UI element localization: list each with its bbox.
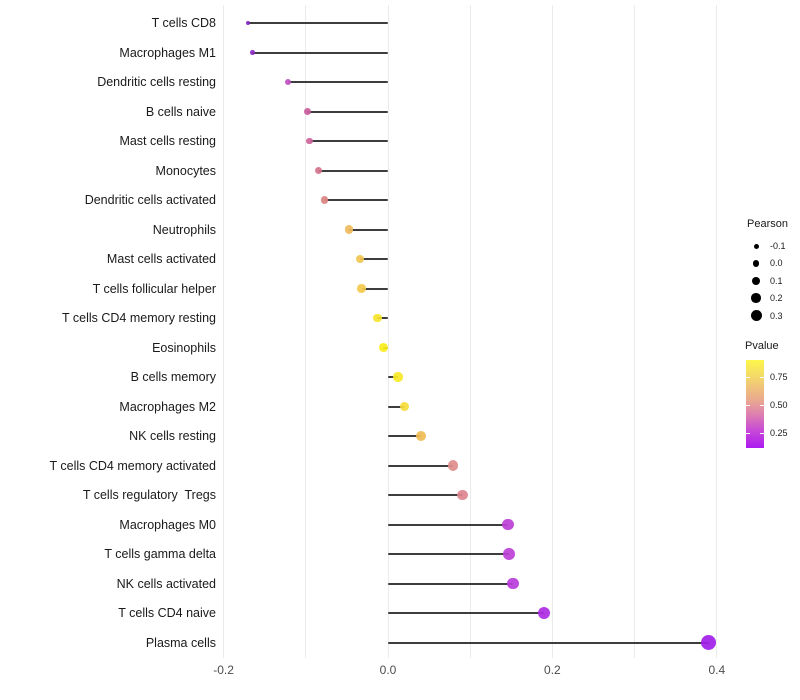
legend-pearson-dot [750,310,762,322]
lollipop-stem [361,287,388,290]
lollipop-stem [377,317,388,319]
y-axis-label: T cells CD4 memory activated [49,458,217,473]
legend-pvalue-label: 0.50 [770,399,788,410]
legend-pvalue-title: Pvalue [745,340,779,352]
y-axis-label: T cells CD4 naive [118,606,216,620]
data-point [284,78,291,86]
lollipop-stem [287,81,388,83]
lollipop-stem [388,494,463,496]
lollipop-stem [388,641,709,644]
data-point [507,577,519,590]
lollipop-stem [248,22,388,24]
data-point [357,284,366,293]
lollipop-stem [388,553,509,555]
lollipop-stem [388,435,421,437]
lollipop-stem [307,110,388,113]
data-point [538,606,551,620]
data-point [321,196,329,204]
legend-pearson-label: 0.2 [770,293,783,304]
y-axis-label: Neutrophils [152,222,216,237]
y-axis-label: NK cells resting [129,429,216,443]
legend-pearson-dot [753,243,759,249]
pvalue-colorbar-tick [760,376,764,378]
y-axis-label: B cells memory [130,370,216,384]
data-point [415,431,426,441]
gridline-x-0.1 [469,5,471,658]
legend-pearson-label: 0.3 [770,310,783,321]
lollipop-stem [360,258,388,260]
y-axis-label: T cells gamma delta [104,547,216,561]
gridline-x--0.1 [305,5,307,658]
data-point [306,137,314,145]
y-axis-label: Mast cells activated [106,252,216,266]
y-axis-label: Mast cells resting [119,134,216,148]
data-point [246,20,251,26]
lollipop-stem [388,612,545,614]
x-axis-tick-label: 0.0 [379,663,397,677]
pvalue-colorbar-tick [746,376,750,378]
pvalue-colorbar-tick [760,433,764,435]
gridline-x-0.2 [551,5,553,658]
y-axis-label: T cells CD4 memory resting [62,311,216,325]
pvalue-colorbar-tick [746,433,750,435]
data-point [355,254,365,264]
gridline-x-0.3 [634,5,636,658]
gridline-x--0.2 [223,5,225,658]
data-point [304,108,311,115]
legend-pearson-dot [752,260,760,267]
data-point [344,225,353,234]
pvalue-colorbar-tick [760,404,764,406]
x-axis-tick-label: 0.4 [708,663,726,677]
y-axis-label: T cells regulatory Tregs [82,488,216,502]
data-point [372,313,382,323]
lollipop-stem [348,228,388,231]
y-axis-label: B cells naive [145,104,216,119]
data-point [314,166,322,175]
y-axis-label: Macrophages M1 [119,45,216,60]
x-axis-tick-label: -0.2 [213,663,234,677]
lollipop-stem [388,582,513,585]
y-axis-label: Dendritic cells activated [84,193,216,207]
data-point [393,372,403,382]
legend-pearson-label: 0.1 [770,275,783,286]
y-axis-label: NK cells activated [116,576,216,591]
y-axis-label: Macrophages M2 [119,399,216,414]
lollipop-stem [388,464,453,467]
lollipop-stem [324,199,388,201]
legend-pvalue-label: 0.75 [770,371,788,382]
data-point [378,343,388,352]
legend-pvalue-label: 0.25 [770,428,788,439]
lollipop-stem [318,169,388,172]
pvalue-colorbar [746,360,764,448]
data-point [502,548,515,560]
legend-pearson-label: -0.1 [770,241,786,251]
lollipop-stem [309,140,388,142]
data-point [457,489,469,501]
data-point [250,50,255,55]
y-axis-label: Plasma cells [145,635,216,650]
lollipop-stem [388,376,398,378]
lollipop-stem [388,405,405,408]
data-point [502,518,514,531]
legend-pearson-label: 0.0 [770,258,783,269]
legend-pearson-dot [751,293,761,303]
y-axis-label: T cells CD8 [151,16,216,30]
pvalue-colorbar-tick [746,404,750,406]
gridline-x-0.4 [716,5,718,658]
y-axis-label: Macrophages M0 [119,517,216,532]
lollipop-stem [388,523,508,526]
y-axis-label: T cells follicular helper [92,281,216,296]
data-point [447,460,459,471]
x-axis-tick-label: 0.2 [544,663,561,677]
data-point [399,401,410,412]
gridline-x-0 [387,5,389,658]
lollipop-stem [252,51,388,54]
y-axis-label: Dendritic cells resting [97,75,216,89]
legend-pearson-title: Pearson [747,218,788,230]
y-axis-label: Monocytes [155,163,216,178]
y-axis-label: Eosinophils [152,340,216,355]
data-point [701,635,717,650]
legend-pearson-dot [752,276,760,285]
